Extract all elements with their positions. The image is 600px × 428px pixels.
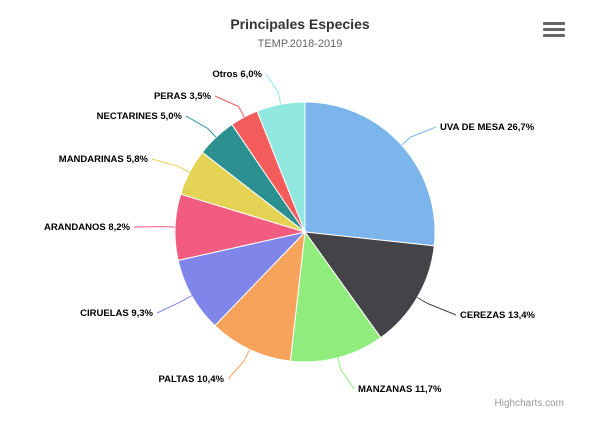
slice-connector xyxy=(401,126,437,146)
slice-connector xyxy=(227,349,251,380)
slice-connector xyxy=(156,295,192,314)
slice-label: PERAS 3,5% xyxy=(154,91,212,102)
slice-connector xyxy=(337,357,355,390)
slice-label: MANZANAS 11,7% xyxy=(358,384,442,395)
pie-slice[interactable] xyxy=(214,230,306,362)
slice-label: PALTAS 10,4% xyxy=(159,374,225,385)
pie-slice[interactable] xyxy=(256,101,306,233)
pie-slice[interactable] xyxy=(303,231,435,339)
slice-connector xyxy=(151,158,190,173)
slice-label: MANDARINAS 5,8% xyxy=(59,154,149,165)
slice-connector xyxy=(214,95,245,118)
slice-label: CEREZAS 13,4% xyxy=(460,310,536,321)
credits-link[interactable]: Highcharts.com xyxy=(494,398,564,409)
slice-label: CIRUELAS 9,3% xyxy=(80,308,153,319)
slice-label: Otros 6,0% xyxy=(212,69,262,80)
hamburger-menu-icon[interactable] xyxy=(543,22,565,40)
slice-label: NECTARINES 5,0% xyxy=(97,111,183,122)
slice-connector xyxy=(417,297,457,316)
pie-slice[interactable] xyxy=(289,230,382,363)
chart-title: Principales Especies xyxy=(230,16,370,32)
slice-label: UVA DE MESA 26,7% xyxy=(440,122,535,133)
chart-subtitle: TEMP.2018-2019 xyxy=(257,38,343,50)
pie-slice[interactable] xyxy=(304,101,436,247)
slice-label: ARANDANOS 8,2% xyxy=(44,222,131,233)
slice-connector xyxy=(185,115,217,138)
slice-connector xyxy=(133,226,176,228)
slice-connector xyxy=(265,73,282,105)
